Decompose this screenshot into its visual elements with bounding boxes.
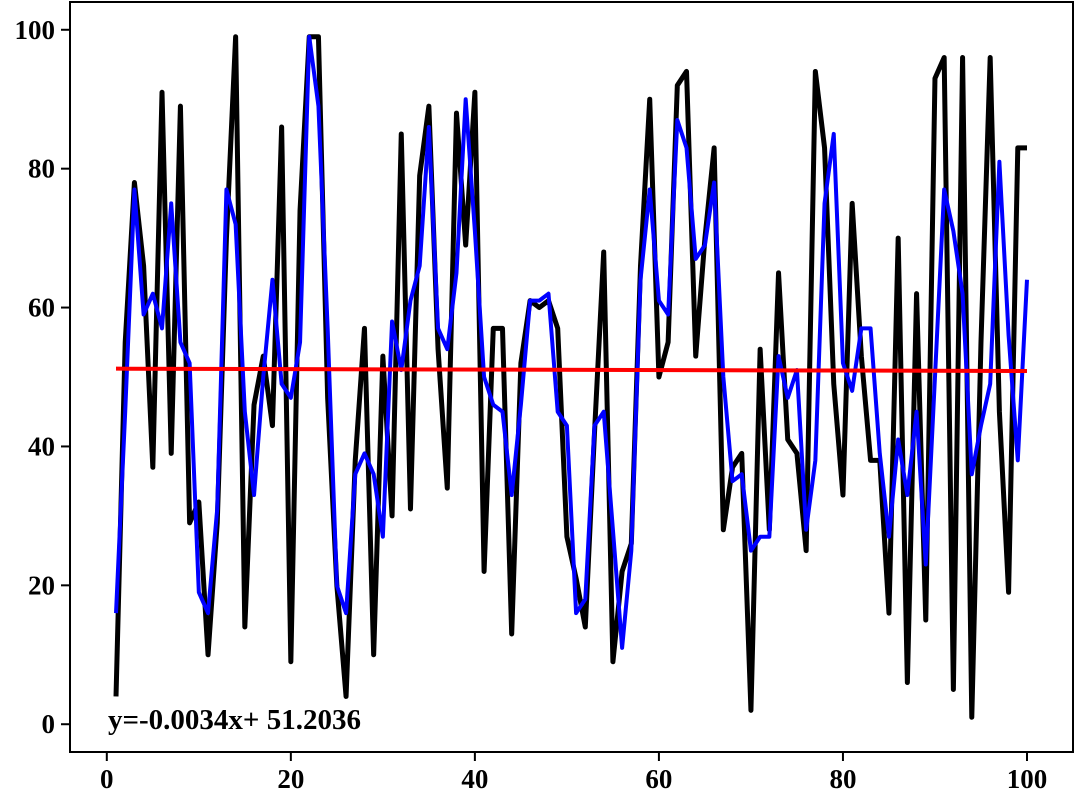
axis-layer: 0 20 40 60 80 100 0 20 40 60 80 100 xyxy=(15,15,1048,794)
x-tick-label: 20 xyxy=(277,764,304,794)
series-layer xyxy=(113,34,1029,720)
y-tick-label: 40 xyxy=(28,431,55,461)
y-tick-label: 0 xyxy=(42,709,56,739)
trend-line xyxy=(116,366,1027,373)
x-tick-label: 0 xyxy=(100,764,114,794)
y-tick-label: 20 xyxy=(28,570,55,600)
regression-equation: y=-0.0034x+ 51.2036 xyxy=(108,704,361,736)
plot-frame xyxy=(69,1,1074,753)
series-line-1 xyxy=(113,34,1027,720)
x-tick-label: 60 xyxy=(645,764,672,794)
y-tick-label: 60 xyxy=(28,293,55,323)
series-line-2 xyxy=(114,34,1029,650)
x-tick-label: 80 xyxy=(829,764,856,794)
y-tick-label: 100 xyxy=(15,15,56,45)
x-tick-label: 100 xyxy=(1007,764,1048,794)
y-tick-label: 80 xyxy=(28,154,55,184)
x-tick-label: 40 xyxy=(461,764,488,794)
